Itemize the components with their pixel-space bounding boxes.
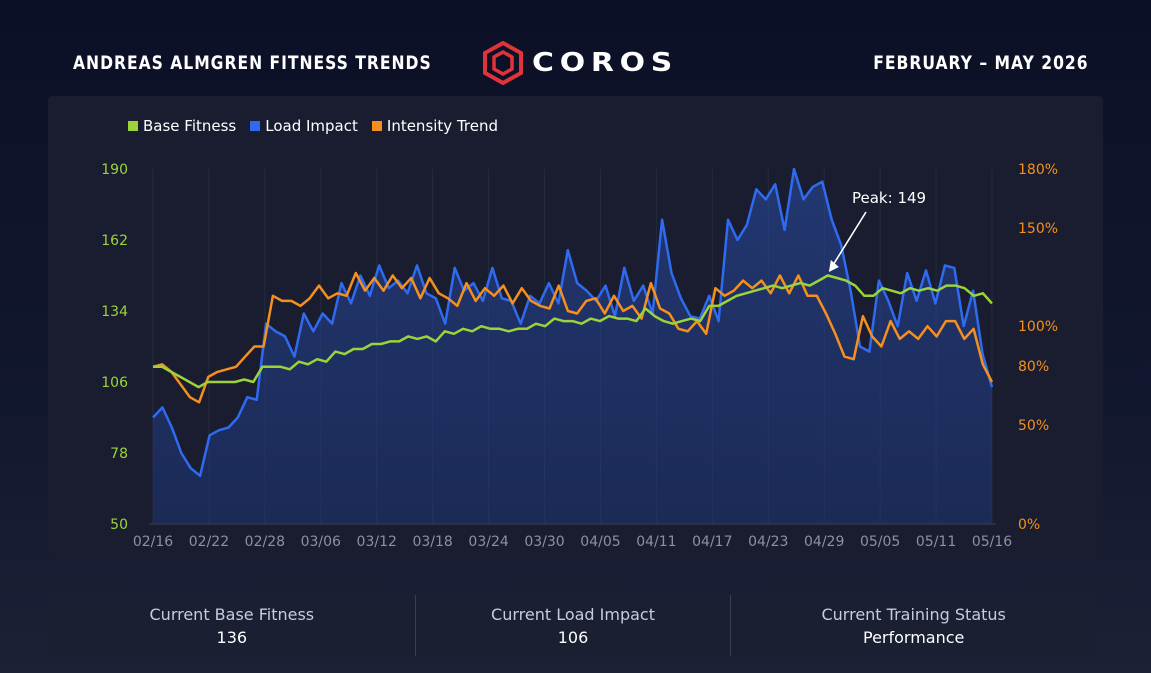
y-left-tick-label: 134: [101, 304, 128, 320]
chart-legend: Base Fitness Load Impact Intensity Trend: [128, 117, 498, 135]
x-tick-label: 03/12: [357, 534, 397, 550]
legend-label-base-fitness: Base Fitness: [143, 117, 237, 135]
stat-label: Current Load Impact: [491, 604, 655, 624]
x-tick-label: 05/11: [916, 534, 956, 550]
legend-swatch-intensity-trend: [371, 121, 382, 131]
coros-logo: COROS: [482, 41, 672, 85]
legend-swatch-load-impact: [250, 121, 261, 131]
logo-text: COROS: [532, 48, 679, 78]
y-left-tick-label: 50: [110, 517, 128, 533]
legend-item-base-fitness[interactable]: Base Fitness: [128, 117, 236, 135]
x-tick-label: 04/17: [692, 534, 732, 550]
stats-bar: Current Base Fitness 136 Current Load Im…: [49, 595, 1096, 656]
y-right-tick-label: 50%: [1018, 418, 1049, 434]
y-right-tick-label: 0%: [1018, 517, 1040, 533]
date-range: FEBRUARY – MAY 2026: [873, 52, 1089, 74]
stat-base-fitness: Current Base Fitness 136: [49, 595, 415, 656]
x-tick-label: 04/11: [636, 534, 676, 550]
x-tick-label: 05/05: [860, 534, 900, 550]
base-fitness-line: [153, 274, 993, 389]
x-tick-label: 04/29: [804, 534, 844, 550]
y-left-tick-label: 190: [101, 162, 128, 178]
x-tick-label: 04/05: [580, 534, 620, 550]
y-left-tick-label: 78: [110, 446, 128, 462]
legend-item-intensity-trend[interactable]: Intensity Trend: [371, 117, 498, 135]
stat-value: Performance: [862, 627, 965, 647]
y-left-tick-label: 162: [101, 233, 128, 249]
peak-arrow-line: [831, 211, 867, 268]
legend-item-load-impact[interactable]: Load Impact: [250, 117, 358, 135]
x-tick-label: 04/23: [748, 534, 788, 550]
stat-label: Current Base Fitness: [149, 604, 315, 624]
peak-arrow-head: [828, 259, 839, 272]
y-left-tick-label: 106: [101, 375, 128, 391]
legend-label-intensity-trend: Intensity Trend: [386, 117, 498, 135]
stat-label: Current Training Status: [821, 604, 1006, 624]
peak-annotation: Peak: 149: [852, 189, 926, 207]
legend-label-load-impact: Load Impact: [265, 117, 358, 135]
stat-training-status: Current Training Status Performance: [730, 595, 1096, 656]
load-impact-area: [153, 169, 992, 524]
y-right-tick-label: 100%: [1018, 319, 1058, 335]
y-right-tick-label: 150%: [1018, 221, 1058, 237]
x-tick-label: 03/30: [524, 534, 564, 550]
x-tick-label: 02/28: [245, 534, 285, 550]
intensity-trend-line: [152, 271, 994, 404]
y-right-tick-label: 180%: [1018, 162, 1058, 178]
y-right-tick-label: 80%: [1018, 359, 1049, 375]
legend-swatch-base-fitness: [128, 121, 138, 131]
x-tick-label: 03/24: [468, 534, 508, 550]
coros-logo-icon: [483, 41, 523, 85]
stat-value: 106: [557, 627, 589, 647]
load-impact-line: [152, 167, 994, 478]
stat-value: 136: [216, 627, 248, 647]
x-tick-label: 05/16: [972, 534, 1012, 550]
x-tick-label: 03/18: [412, 534, 452, 550]
page-title: ANDREAS ALMGREN FITNESS TRENDS: [73, 52, 432, 74]
stat-load-impact: Current Load Impact 106: [414, 595, 731, 656]
x-tick-label: 02/22: [189, 534, 229, 550]
x-tick-label: 02/16: [133, 534, 173, 550]
x-tick-label: 03/06: [301, 534, 341, 550]
